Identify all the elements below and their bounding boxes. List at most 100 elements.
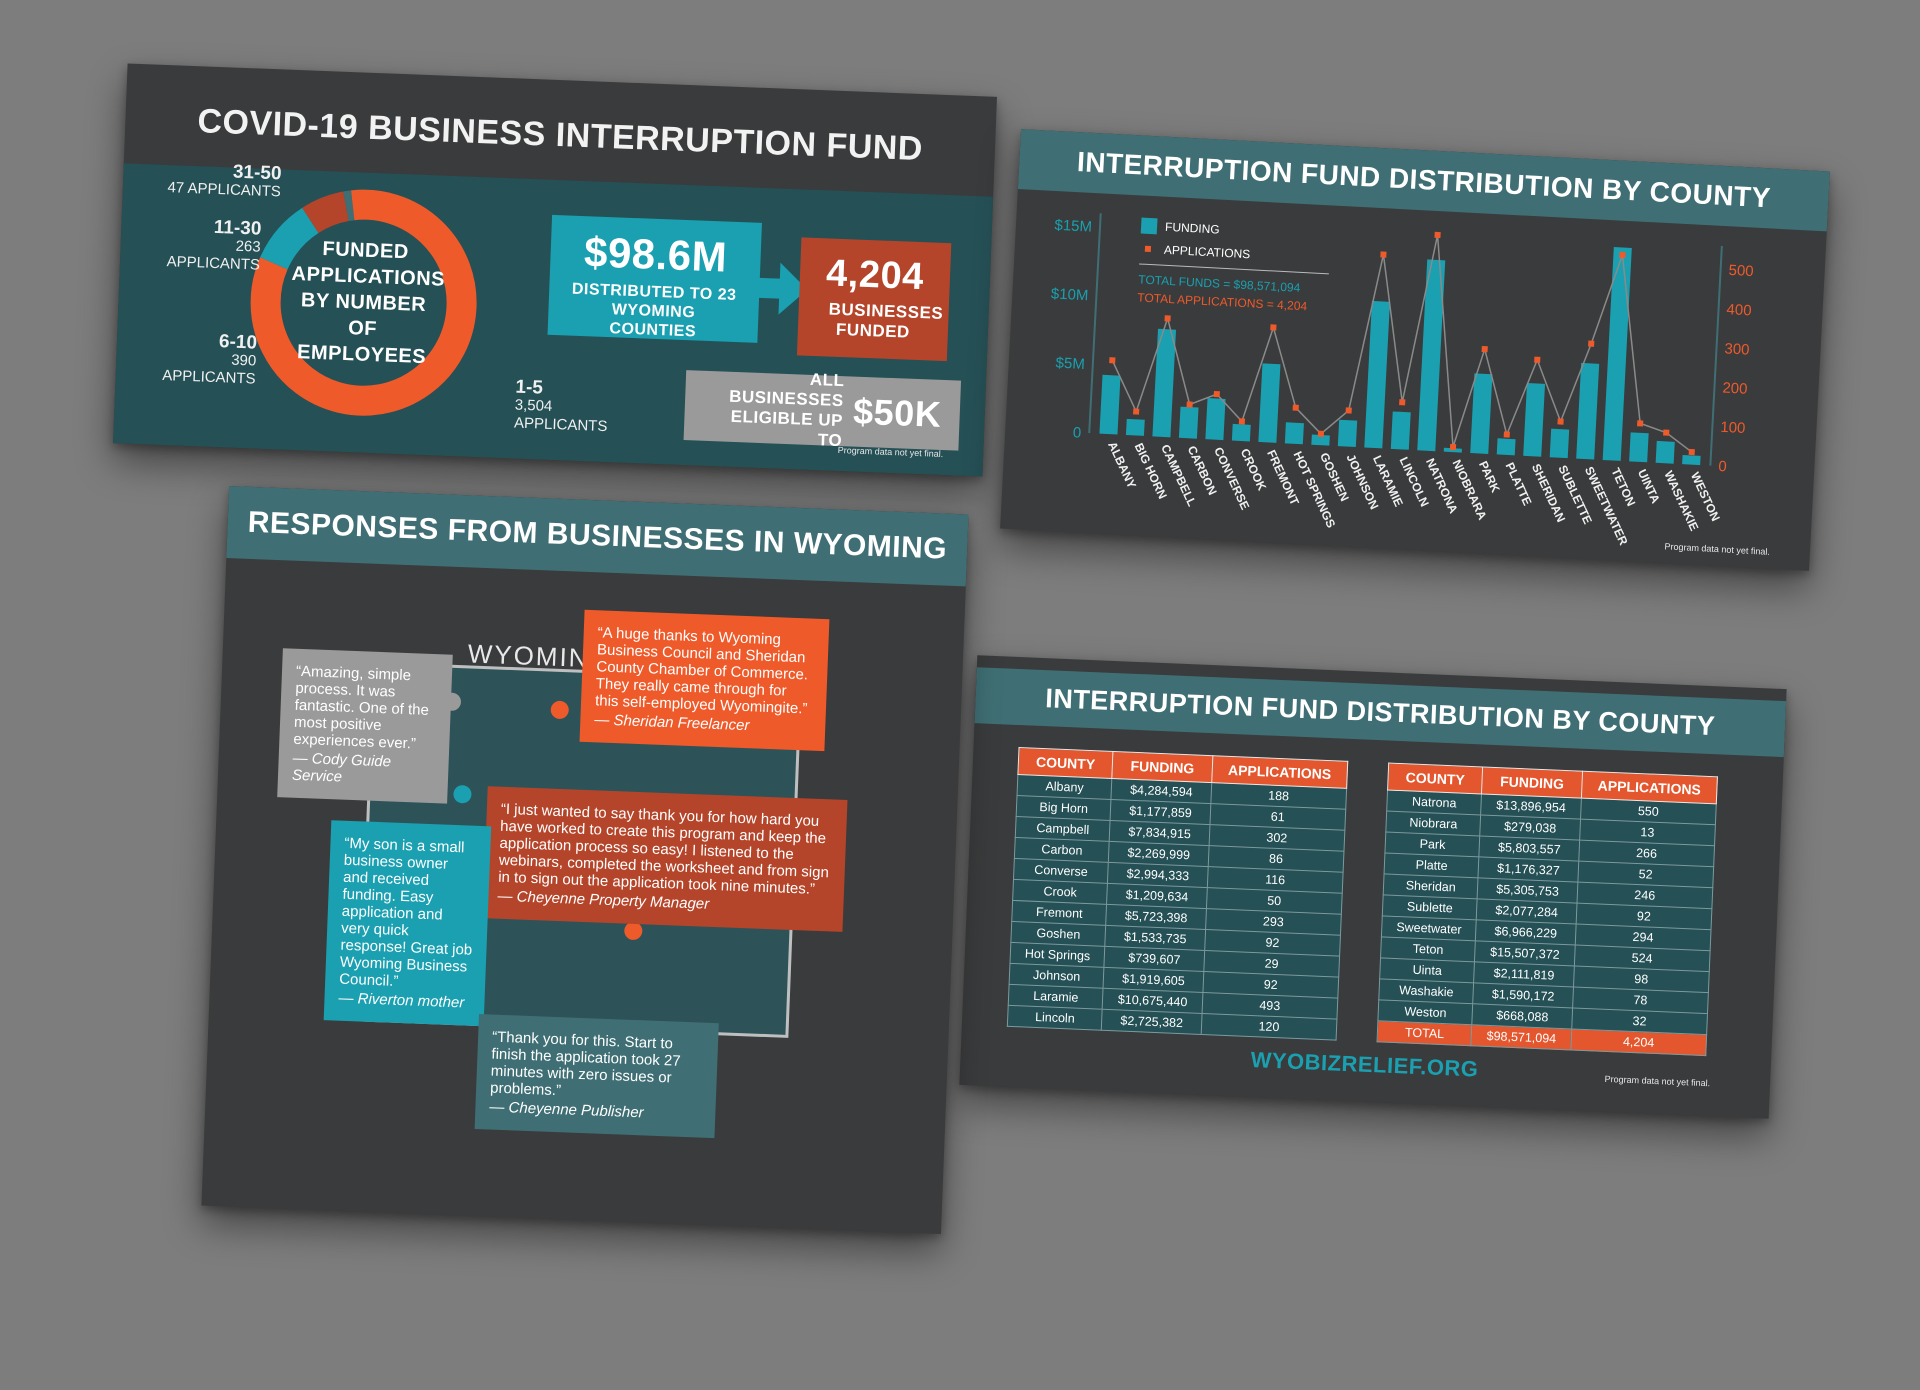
applications-point bbox=[1534, 356, 1541, 363]
donut-slice-6-10 bbox=[260, 207, 319, 270]
left-tick-label: $15M bbox=[1054, 217, 1092, 236]
segment-count: 3,504 bbox=[514, 396, 553, 415]
quote-cheyenne-pub: “Thank you for this. Start to finish the… bbox=[474, 1014, 719, 1139]
donut-slice-1-5 bbox=[250, 189, 477, 416]
county-table-right: COUNTY FUNDING APPLICATIONS Natrona $13,896,… bbox=[1377, 763, 1718, 1057]
table-title: INTERRUPTION FUND DISTRIBUTION BY COUNTY bbox=[1044, 683, 1716, 742]
right-axis bbox=[1709, 245, 1723, 466]
applications-point bbox=[1238, 418, 1246, 425]
quote-sheridan: “A huge thanks to Wyoming Business Counc… bbox=[579, 609, 830, 752]
funding-bar bbox=[1682, 454, 1701, 466]
applications-point bbox=[1317, 430, 1325, 437]
quote-text: “A huge thanks to Wyoming Business Counc… bbox=[594, 624, 809, 718]
eligible-text: ALL BUSINESSES ELIGIBLE UP TO bbox=[728, 369, 845, 451]
column-header: FUNDING bbox=[1481, 767, 1583, 799]
table-card: INTERRUPTION FUND DISTRIBUTION BY COUNTY… bbox=[959, 655, 1787, 1119]
funding-bar bbox=[1443, 447, 1462, 453]
applications-point bbox=[1503, 431, 1510, 438]
quote-author: — Cheyenne Publisher bbox=[489, 1098, 644, 1122]
distributed-box: $98.6M DISTRIBUTED TO 23 WYOMING COUNTIE… bbox=[547, 214, 762, 343]
table-cell: $98,571,094 bbox=[1471, 1024, 1572, 1050]
applications-point bbox=[1345, 407, 1352, 414]
distributed-value: $98.6M bbox=[583, 228, 729, 281]
table-cell: TOTAL bbox=[1377, 1020, 1473, 1046]
responses-title-bar: RESPONSES FROM BUSINESSES IN WYOMING bbox=[226, 486, 969, 587]
column-header: FUNDING bbox=[1112, 751, 1213, 783]
responses-card: RESPONSES FROM BUSINESSES IN WYOMING WYO… bbox=[201, 486, 969, 1234]
applications-point bbox=[1380, 251, 1387, 258]
arrow-right-icon bbox=[749, 262, 808, 315]
segment-count-sub: APPLICANTS bbox=[161, 367, 256, 388]
left-tick-label: $5M bbox=[1055, 354, 1085, 373]
left-axis bbox=[1088, 213, 1102, 434]
segment-count: 263 bbox=[235, 237, 261, 256]
quote-text: “Thank you for this. Start to finish the… bbox=[489, 1028, 681, 1100]
applications-point bbox=[1688, 448, 1695, 456]
applications-point bbox=[1292, 404, 1299, 411]
segment-count-sub: APPLICANTS bbox=[513, 414, 608, 436]
segment-range: 11-30 bbox=[213, 216, 262, 240]
quote-author: — Cody Guide Service bbox=[291, 749, 392, 786]
eligible-value: $50K bbox=[852, 390, 943, 435]
applications-point bbox=[1186, 401, 1193, 408]
left-tick-label: $10M bbox=[1050, 285, 1088, 304]
applications-point bbox=[1213, 390, 1220, 398]
quote-author: — Riverton mother bbox=[338, 989, 465, 1012]
funding-bar bbox=[1364, 300, 1390, 449]
funding-bar bbox=[1152, 328, 1177, 438]
quote-text: “Amazing, simple process. It was fantast… bbox=[293, 662, 430, 753]
table-cell: 4,204 bbox=[1570, 1028, 1707, 1056]
funding-bar bbox=[1125, 418, 1145, 436]
right-tick-label: 500 bbox=[1728, 262, 1754, 280]
table-cell: Lincoln bbox=[1007, 1005, 1103, 1031]
funding-bar bbox=[1549, 428, 1570, 459]
right-tick-label: 0 bbox=[1718, 458, 1727, 475]
quote-text: “My son is a small business owner and re… bbox=[338, 834, 473, 990]
segment-label-1-5: 1-5 3,504 APPLICANTS bbox=[513, 377, 609, 437]
segment-range: 6-10 bbox=[218, 331, 258, 354]
right-tick-label: 100 bbox=[1720, 419, 1746, 437]
donut-slice-31-50 bbox=[343, 190, 355, 222]
left-tick-label: 0 bbox=[1072, 424, 1081, 441]
funding-bar bbox=[1390, 411, 1411, 450]
applications-point bbox=[1270, 324, 1277, 331]
applications-point bbox=[1434, 231, 1441, 239]
category-label: UINTA bbox=[1635, 467, 1663, 506]
category-label: PARK bbox=[1476, 459, 1503, 495]
quote-cody: “Amazing, simple process. It was fantast… bbox=[277, 648, 453, 804]
chart-card: INTERRUPTION FUND DISTRIBUTION BY COUNTY… bbox=[1000, 129, 1830, 571]
funding-bar bbox=[1258, 363, 1281, 443]
funding-bar bbox=[1655, 440, 1675, 464]
applications-point bbox=[1109, 357, 1116, 364]
businesses-value: 4,204 bbox=[825, 252, 925, 299]
segment-count-sub: APPLICANTS bbox=[166, 253, 261, 274]
quote-cheyenne-pm: “I just wanted to say thank you for how … bbox=[482, 786, 848, 932]
applications-point bbox=[1557, 418, 1564, 425]
funding-bar bbox=[1178, 406, 1199, 439]
applications-point bbox=[1399, 399, 1406, 406]
site-url[interactable]: WYOBIZRELIEF.ORG bbox=[1250, 1047, 1479, 1082]
eligible-box: ALL BUSINESSES ELIGIBLE UP TO $50K bbox=[683, 370, 962, 451]
donut-center-label: FUNDED APPLICATIONS BY NUMBER OF EMPLOYE… bbox=[291, 238, 446, 369]
distributed-text: DISTRIBUTED TO 23 WYOMING COUNTIES bbox=[571, 280, 737, 341]
applications-point bbox=[1663, 429, 1670, 436]
table-note: Program data not yet final. bbox=[1604, 1073, 1711, 1089]
fund-summary-card: COVID-19 BUSINESS INTERRUPTION FUND FUND… bbox=[113, 63, 997, 477]
funding-bar bbox=[1311, 434, 1330, 446]
right-tick-label: 400 bbox=[1726, 301, 1752, 319]
applications-point bbox=[1588, 340, 1595, 347]
funding-bar bbox=[1576, 362, 1600, 460]
column-header: COUNTY bbox=[1017, 747, 1114, 779]
funding-bar bbox=[1470, 373, 1493, 454]
businesses-text: BUSINESSES FUNDED bbox=[828, 299, 944, 342]
applications-point bbox=[1481, 345, 1488, 353]
funding-bar bbox=[1417, 259, 1446, 452]
segment-count: 47 APPLICANTS bbox=[167, 179, 282, 201]
segment-label-6-10: 6-10 390 APPLICANTS bbox=[135, 330, 257, 389]
applications-point bbox=[1619, 251, 1626, 259]
column-header: COUNTY bbox=[1387, 763, 1483, 794]
right-tick-label: 200 bbox=[1722, 380, 1748, 398]
segment-label-31-50: 31-50 47 APPLICANTS bbox=[161, 161, 282, 202]
applications-point bbox=[1164, 315, 1171, 322]
